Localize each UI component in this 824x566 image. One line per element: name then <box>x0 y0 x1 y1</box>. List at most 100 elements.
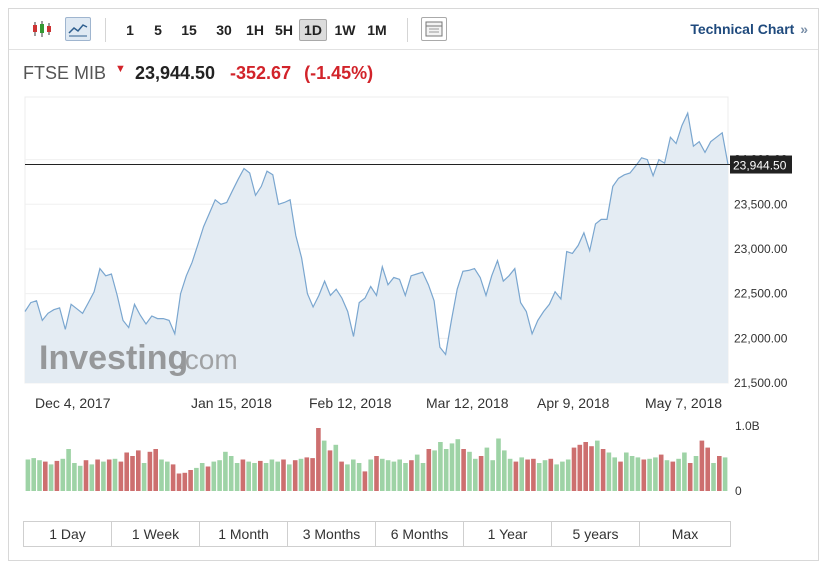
range-button[interactable]: 3 Months <box>288 522 376 546</box>
volume-bar <box>438 442 443 491</box>
range-button[interactable]: 5 years <box>552 522 640 546</box>
volume-bar <box>223 451 228 491</box>
x-tick-label: Dec 4, 2017 <box>35 395 111 411</box>
range-button[interactable]: 1 Week <box>112 522 200 546</box>
volume-bar <box>298 458 304 491</box>
volume-bar <box>333 444 339 491</box>
volume-bar <box>66 449 71 491</box>
volume-bar <box>182 472 188 491</box>
period-button[interactable]: 1H <box>246 22 264 38</box>
volume-bar <box>682 452 687 491</box>
volume-bar <box>618 461 623 491</box>
period-button[interactable]: 1 <box>126 22 134 38</box>
volume-bar <box>240 459 246 491</box>
volume-bar <box>385 460 391 491</box>
volume-bar <box>717 456 722 491</box>
volume-bar <box>176 473 182 491</box>
volume-bar <box>583 442 588 491</box>
volume-bar <box>234 463 240 491</box>
volume-bar <box>211 461 217 491</box>
investing-logo-suffix: .com <box>177 344 238 375</box>
volume-bar <box>246 461 251 491</box>
volume-bar <box>403 463 408 491</box>
volume-bar <box>362 471 368 491</box>
range-button[interactable]: 1 Year <box>464 522 552 546</box>
volume-bar <box>345 464 350 491</box>
period-button[interactable]: 1M <box>367 22 387 38</box>
volume-max-label: 1.0B <box>735 419 760 433</box>
volume-bar <box>490 460 495 491</box>
period-button[interactable]: 1W <box>334 22 356 38</box>
volume-bar <box>124 452 129 491</box>
volume-bar <box>101 461 106 491</box>
range-button[interactable]: Max <box>640 522 730 546</box>
volume-bar <box>130 456 135 491</box>
volume-bar <box>199 463 205 491</box>
volume-bar <box>339 461 344 491</box>
volume-bar <box>571 447 577 491</box>
volume-bar <box>641 459 647 491</box>
volume-bar <box>687 463 693 491</box>
technical-chart-link[interactable]: Technical Chart » <box>690 21 808 37</box>
period-button[interactable]: 5H <box>275 22 293 38</box>
volume-bar <box>391 461 397 491</box>
down-arrow-icon: ▼ <box>115 63 126 75</box>
volume-bar <box>60 458 66 491</box>
volume-bar <box>635 457 641 491</box>
volume-bar <box>554 464 559 491</box>
period-button[interactable]: 30 <box>216 22 232 38</box>
volume-bar <box>37 460 42 491</box>
volume-bar <box>310 458 315 491</box>
last-price: 23,944.50 <box>134 63 216 83</box>
volume-bar <box>95 459 100 491</box>
toolbar-divider <box>407 18 408 42</box>
range-selector: 1 Day 1 Week 1 Month 3 Months 6 Months 1 Year… <box>23 521 731 547</box>
volume-bar <box>327 450 333 491</box>
volume-bar <box>664 460 670 491</box>
chart-toolbar: 1 5 15 30 1H 5H 1D 1W 1M Technical Chart » <box>9 9 818 50</box>
volume-bar <box>170 464 176 491</box>
volume-bar <box>629 456 635 491</box>
volume-bar <box>153 449 158 491</box>
volume-bar <box>577 444 583 491</box>
volume-bar <box>420 463 426 491</box>
period-button[interactable]: 5 <box>154 22 162 38</box>
volume-bar <box>519 457 524 491</box>
volume-bar <box>560 461 565 491</box>
volume-bar <box>467 451 472 491</box>
volume-bar <box>287 464 292 491</box>
volume-bar <box>670 461 676 491</box>
volume-bar <box>397 459 402 491</box>
volume-bar <box>54 460 60 491</box>
volume-bar <box>414 454 420 491</box>
last-price-tag <box>730 155 792 174</box>
volume-bar <box>600 449 606 491</box>
period-button[interactable]: 1D <box>299 19 327 41</box>
volume-bar <box>356 463 362 491</box>
volume-bar <box>48 464 54 491</box>
volume-bar <box>258 460 263 491</box>
volume-bar <box>159 459 164 491</box>
volume-bar <box>136 450 141 491</box>
volume-bar <box>455 439 461 491</box>
volume-bar <box>263 463 269 491</box>
range-button[interactable]: 1 Month <box>200 522 288 546</box>
table-view-icon[interactable] <box>421 17 447 41</box>
volume-bar <box>368 459 373 491</box>
volume-bar <box>536 463 542 491</box>
volume-bar <box>426 449 432 491</box>
range-button[interactable]: 6 Months <box>376 522 464 546</box>
volume-bar <box>118 461 124 491</box>
volume-bar <box>478 456 484 491</box>
volume-bar <box>31 458 36 491</box>
x-tick-label: Jan 15, 2018 <box>191 395 272 411</box>
line-chart-icon[interactable] <box>65 17 91 41</box>
candlestick-icon[interactable] <box>29 17 55 41</box>
volume-bar <box>43 461 48 491</box>
period-button[interactable]: 15 <box>181 22 197 38</box>
volume-bar <box>624 452 629 491</box>
volume-bar <box>106 459 112 491</box>
volume-bar <box>612 457 617 491</box>
volume-bar <box>653 457 658 491</box>
range-button[interactable]: 1 Day <box>24 522 112 546</box>
